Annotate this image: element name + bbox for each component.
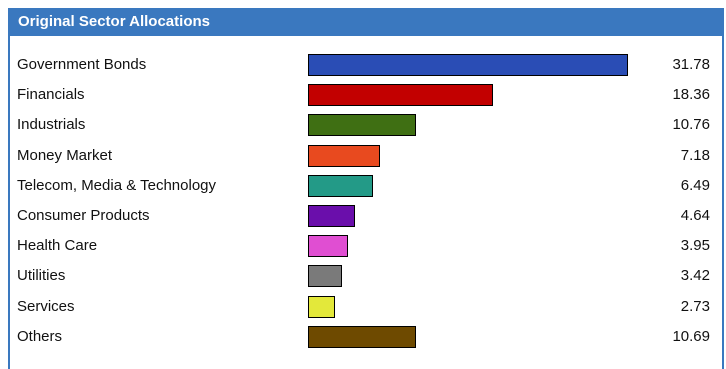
value-label: 10.69 (672, 327, 710, 345)
bar (308, 325, 416, 348)
value-label: 10.76 (672, 116, 710, 134)
category-label: Industrials (17, 116, 86, 134)
value-label: 3.95 (680, 237, 710, 255)
bar (308, 205, 355, 227)
bar (308, 84, 493, 107)
category-label: Health Care (17, 237, 98, 255)
value-label: 18.36 (672, 86, 710, 104)
sector-allocations-panel: Government Bonds 31.78 Financials 18.36 Indu… (8, 8, 724, 369)
category-label: Utilities (17, 267, 66, 285)
bar (308, 54, 628, 76)
chart-row: Money Market 7.18 (10, 144, 722, 168)
chart-row: Telecom, Media & Technology 6.49 (10, 174, 722, 198)
value-label: 31.78 (672, 56, 710, 73)
sector-allocation-chart: Government Bonds 31.78 Financials 18.36 Indu… (10, 8, 722, 369)
category-label: Services (17, 297, 75, 315)
bar (308, 174, 373, 197)
bar (308, 144, 380, 167)
value-label: 3.42 (680, 267, 710, 285)
category-label: Government Bonds (17, 56, 147, 73)
chart-row: Utilities 3.42 (10, 264, 722, 288)
bar (308, 265, 342, 288)
value-label: 4.64 (680, 207, 710, 224)
panel-title: Original Sector Allocations (8, 8, 724, 36)
chart-row: Industrials 10.76 (10, 113, 722, 137)
chart-row: Financials 18.36 (10, 83, 722, 107)
value-label: 6.49 (680, 176, 710, 194)
chart-row: Others 10.69 (10, 325, 722, 349)
category-label: Money Market (17, 146, 113, 164)
bar (308, 235, 348, 258)
bar (308, 114, 416, 137)
category-label: Others (17, 327, 63, 345)
chart-row: Services 2.73 (10, 295, 722, 319)
value-label: 2.73 (680, 297, 710, 315)
category-label: Financials (17, 86, 85, 104)
chart-row: Government Bonds 31.78 (10, 53, 722, 77)
chart-row: Consumer Products 4.64 (10, 204, 722, 228)
bar (308, 295, 335, 318)
value-label: 7.18 (680, 146, 710, 164)
category-label: Telecom, Media & Technology (17, 176, 216, 194)
category-label: Consumer Products (17, 207, 150, 224)
chart-row: Health Care 3.95 (10, 234, 722, 258)
